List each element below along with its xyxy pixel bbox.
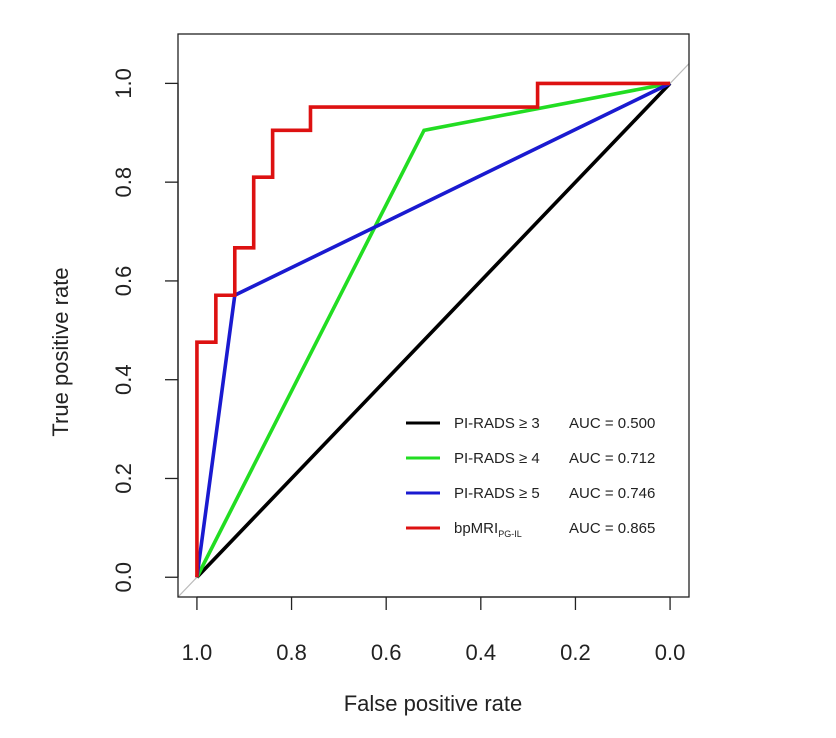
legend-item-pi-rads-ge-4: PI-RADS ≥ 4 AUC = 0.712 [406,450,655,467]
series-line-bpmri-pg-il [195,81,671,578]
legend-label: PI-RADS ≥ 5 [454,485,540,502]
plot-frame [177,33,690,598]
legend-item-pi-rads-ge-5: PI-RADS ≥ 5 AUC = 0.746 [406,485,655,502]
y-axis-title: True positive rate [48,267,73,436]
legend-label: PI-RADS ≥ 4 [454,450,540,467]
legend-auc: AUC = 0.500 [569,415,655,432]
series-line-pi-rads-ge-3 [195,82,672,579]
x-tick-label: 0.6 [371,640,402,665]
series-line-pi-rads-ge-4 [195,81,671,579]
x-tick-label: 0.0 [655,640,686,665]
legend-label: bpMRIPG-IL [454,520,522,539]
y-axis: 0.0 0.2 0.4 0.6 0.8 1.0 [111,68,179,593]
y-tick-label: 1.0 [111,68,136,99]
y-tick-label: 0.0 [111,562,136,593]
legend: PI-RADS ≥ 3 AUC = 0.500 PI-RADS ≥ 4 AUC = 0… [406,415,655,539]
x-tick-label: 0.4 [466,640,497,665]
x-axis-title: False positive rate [344,691,523,716]
x-axis: 1.0 0.8 0.6 0.4 0.2 0.0 [182,596,686,665]
legend-item-bpmri-pg-il: bpMRIPG-IL AUC = 0.865 [406,520,655,539]
legend-auc: AUC = 0.865 [569,520,655,537]
legend-label: PI-RADS ≥ 3 [454,415,540,432]
y-tick-label: 0.2 [111,463,136,494]
y-tick-label: 0.8 [111,167,136,198]
legend-auc: AUC = 0.712 [569,450,655,467]
y-tick-label: 0.4 [111,364,136,395]
y-tick-label: 0.6 [111,266,136,297]
x-tick-label: 1.0 [182,640,213,665]
legend-auc: AUC = 0.746 [569,485,655,502]
x-tick-label: 0.2 [560,640,591,665]
legend-item-pi-rads-ge-3: PI-RADS ≥ 3 AUC = 0.500 [406,415,655,432]
x-tick-label: 0.8 [276,640,307,665]
series-layer [195,81,672,579]
